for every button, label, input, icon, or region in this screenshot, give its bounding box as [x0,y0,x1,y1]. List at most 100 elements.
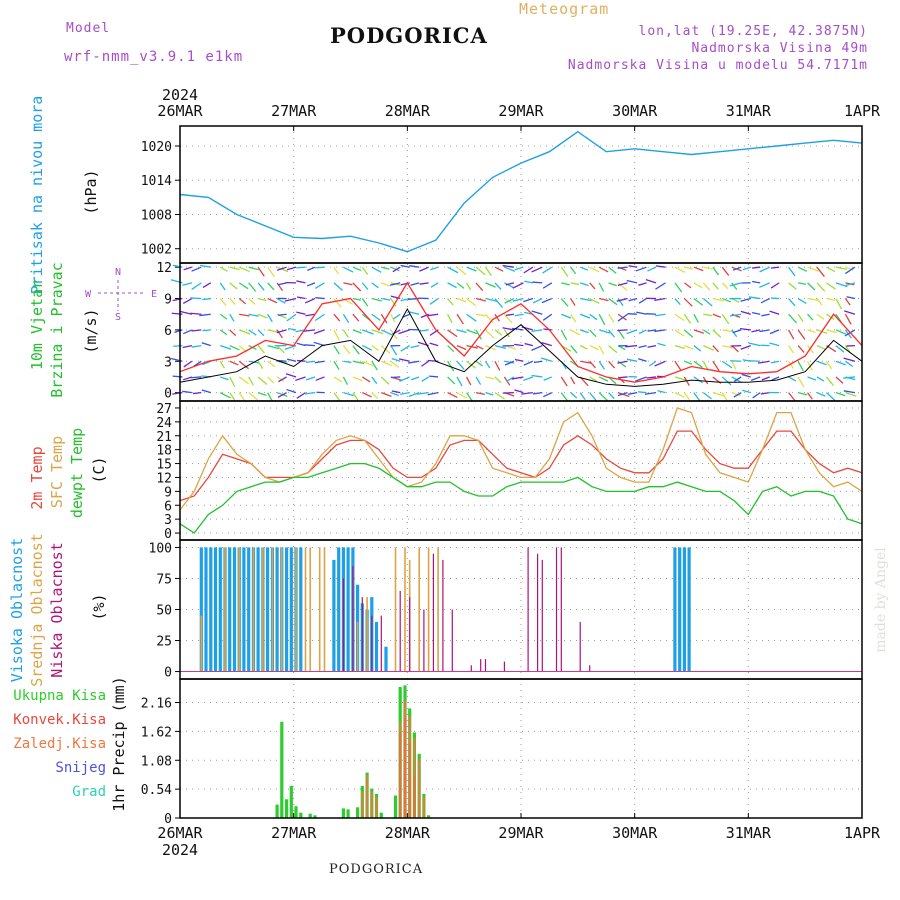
wind-arrow [580,360,592,364]
wind-arrow [843,357,856,362]
y-tick-label: 3 [164,513,172,528]
wind-arrow [352,345,360,355]
wind-arrow [589,345,599,351]
wind-arrow [712,329,722,338]
wind-arrow [646,376,657,379]
wind-arrow [229,360,239,366]
wind-arrow [693,329,705,334]
wind-arrow [314,313,325,322]
precip-frozen-bar [370,791,374,818]
wind-arrow [392,266,401,273]
wind-arrow [589,282,596,290]
cloud-mid-bar [238,547,240,672]
wind-arrow [172,391,183,395]
wind-arrow [598,345,605,355]
wind-arrow [390,345,398,356]
wind-arrow [352,329,362,334]
wind-arrow [248,376,254,386]
wind-arrow [589,329,597,338]
cloud-high-bar [256,547,260,672]
dewpoint-line [179,462,863,534]
pressure-line [179,130,863,253]
wind-arrow [248,329,257,336]
wind-arrow [560,266,569,277]
wind-arrow [475,345,484,350]
wind-arrow [788,313,798,324]
wind-arrow [174,329,183,334]
legend-total: Ukupna Kisa [13,688,106,704]
wind-arrow [390,266,400,272]
wind-arrow [475,376,482,385]
wind-arrow [381,266,390,270]
wind-arrow [343,266,354,273]
city-title: PODGORICA [330,23,488,48]
wind-arrow [770,360,780,364]
cloud-high-bar [204,547,208,672]
wind-speed-line [179,307,863,387]
wind-arrow [380,313,388,324]
wind-arrow [751,329,761,333]
wind-arrow [447,266,459,274]
wind-arrow [514,343,524,347]
wind-arrow [352,297,361,301]
wind-arrow [730,360,742,362]
wind-arrow [307,266,316,271]
wind-arrow [512,297,524,302]
wind-arrow [617,392,630,398]
wind-arrow [845,392,857,397]
wind-arrow [732,329,742,334]
wind-arrow [608,392,615,400]
y-tick-label: 27 [156,402,172,417]
y-tick-label: 1020 [141,140,172,155]
wind-arrow [693,392,701,402]
wind-arrow [771,376,780,381]
wind-arrow [342,345,351,354]
wind-arrow [219,266,228,272]
wind-arrow [532,297,543,304]
wind-arrow [835,360,846,366]
wind-arrow [229,344,240,351]
wind-arrow [826,266,836,272]
wind-arrow [191,329,202,332]
precip-frozen-bar [413,737,416,818]
y-tick-label: 24 [156,416,172,431]
wind-arrow [797,329,806,340]
wind-arrow [400,345,411,352]
wind-arrow [712,360,720,372]
wind-arrow [788,392,796,401]
wind-arrow [494,392,505,400]
wind-arrow [238,298,247,305]
wind-arrow [466,298,477,307]
x-tick-label-bottom: 26MAR [157,824,203,842]
wind-arrow [788,329,795,340]
wind-arrow [456,266,467,276]
wind-arrow [748,360,761,362]
wind-arrow [514,389,524,394]
wind-arrow [616,297,628,302]
wind-arrow [816,392,826,397]
wind-arrow [202,282,212,289]
x-tick-label-top: 30MAR [612,102,658,120]
wind-arrow [759,329,770,333]
wind-arrow [416,391,429,395]
wind-arrow [598,360,606,370]
wind-arrow [465,392,474,403]
y-tick-label: 50 [156,604,172,619]
wind-arrow [381,297,391,301]
wind-arrow [579,329,589,334]
wind-arrow [352,360,365,365]
wind-arrow [352,313,360,322]
y-tick-label: 9 [164,293,172,308]
wind-arrow [532,391,543,395]
wind-arrow [362,345,372,351]
wind-arrow [408,311,420,315]
cloud-high-bar [337,547,341,672]
elevation: Nadmorska Visina 49m [691,41,868,56]
cloud-high-bar [673,547,677,672]
wind-arrow [702,282,711,291]
cloud-high-bar [232,547,237,672]
cloud-low-bar [432,553,434,672]
wind-arrow [788,298,796,307]
wind-arrow [229,329,237,337]
wind-arrow [183,266,193,271]
